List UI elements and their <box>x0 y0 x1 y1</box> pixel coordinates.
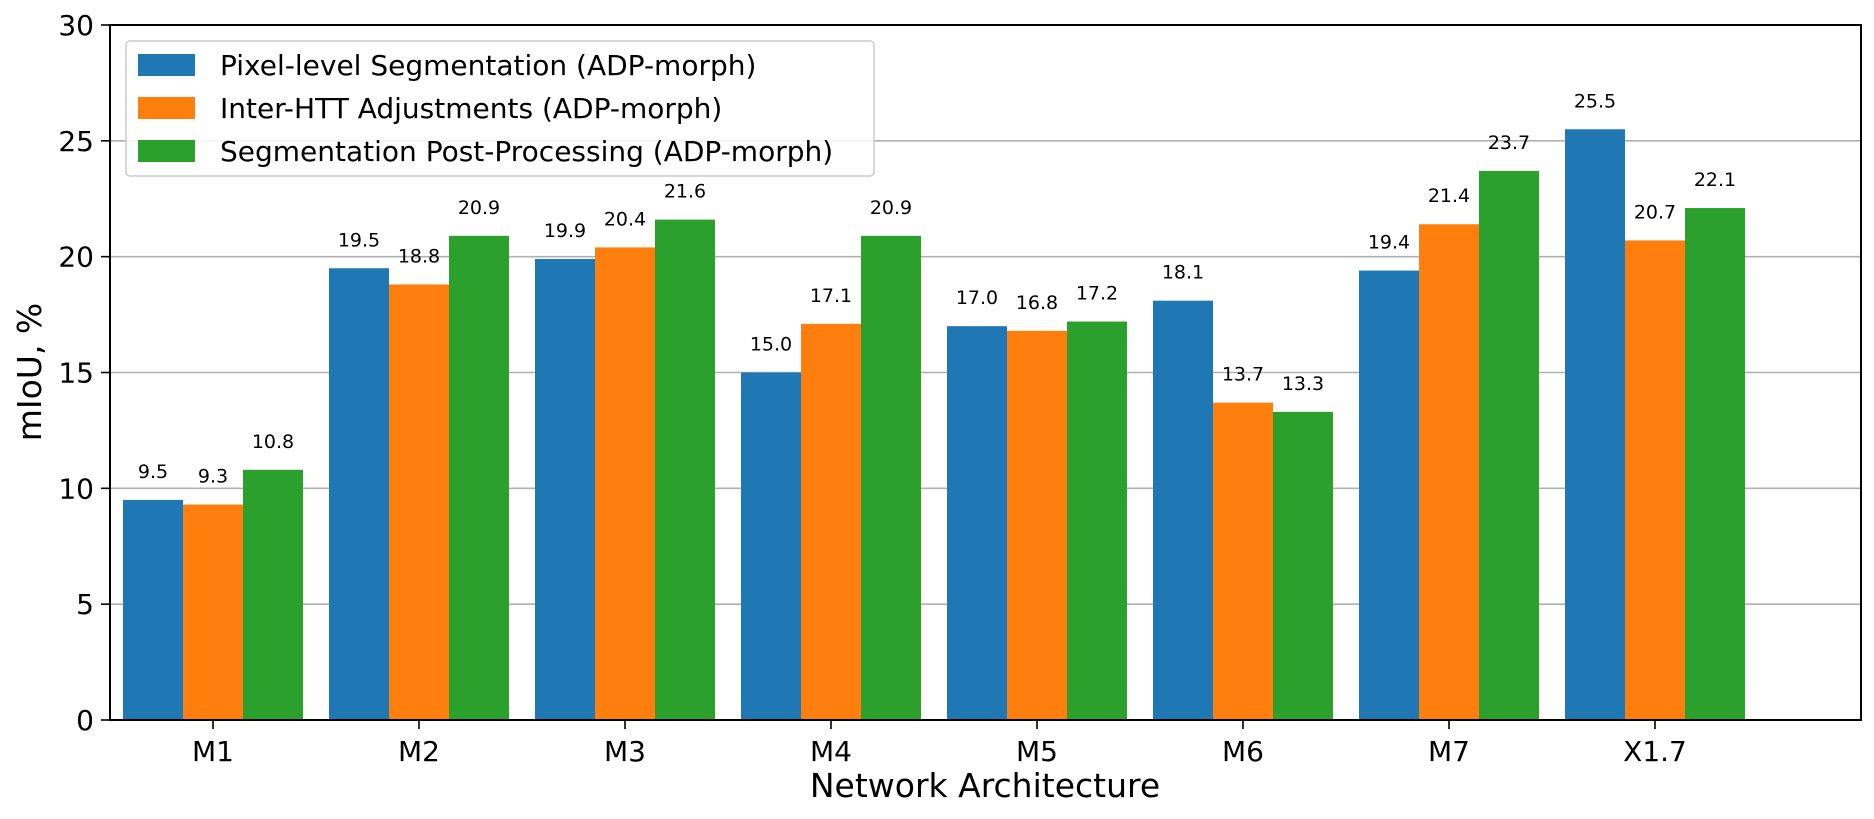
y-tick-label: 0 <box>76 704 94 737</box>
legend-box <box>125 40 875 177</box>
bar <box>801 323 861 720</box>
bar-value-label: 10.8 <box>252 431 294 453</box>
bar <box>535 258 595 720</box>
bar-value-label: 20.9 <box>458 197 500 219</box>
bar-value-label: 15.0 <box>750 334 792 356</box>
bar-value-label: 13.7 <box>1222 364 1264 386</box>
x-tick-label: M7 <box>1428 735 1470 768</box>
bar <box>329 268 389 720</box>
bar <box>1419 224 1479 720</box>
legend-label: Pixel-level Segmentation (ADP-morph) <box>220 49 756 82</box>
y-tick-label: 10 <box>58 472 94 505</box>
y-tick-label: 15 <box>58 357 94 390</box>
bar <box>861 235 921 721</box>
y-tick-label: 25 <box>58 125 94 158</box>
bar-value-label: 18.1 <box>1162 262 1204 284</box>
bar <box>1213 402 1273 720</box>
bar-value-label: 21.6 <box>664 181 706 203</box>
legend-swatch <box>138 97 195 119</box>
x-axis-title: Network Architecture <box>810 766 1160 805</box>
bar <box>1479 170 1539 720</box>
bar-value-label: 16.8 <box>1016 292 1058 314</box>
bar-value-label: 20.9 <box>870 197 912 219</box>
x-tick-label: M2 <box>398 735 440 768</box>
bar-value-label: 13.3 <box>1282 373 1324 395</box>
bar <box>1273 411 1333 720</box>
bar-value-label: 22.1 <box>1694 169 1736 191</box>
bar <box>183 504 243 720</box>
bar-value-label: 18.8 <box>398 245 440 267</box>
bar-value-label: 20.4 <box>604 208 646 230</box>
legend-swatch <box>138 140 195 162</box>
legend-label: Segmentation Post-Processing (ADP-morph) <box>220 135 833 168</box>
bar-value-label: 9.5 <box>138 461 168 483</box>
y-tick-label: 30 <box>58 9 94 42</box>
bar <box>1565 129 1625 720</box>
bar <box>1007 330 1067 720</box>
bar-value-labels: 9.5 9.3 10.8 19.5 18.8 20.9 19.9 20.4 21.6 15.0 17… <box>138 90 1736 487</box>
bar <box>947 326 1007 720</box>
bar-value-label: 19.5 <box>338 229 380 251</box>
bar <box>1685 208 1745 720</box>
bar <box>655 219 715 720</box>
bar <box>389 284 449 720</box>
bar-value-label: 9.3 <box>198 466 228 488</box>
y-axis: 0 5 10 15 20 25 30 <box>58 9 110 737</box>
x-tick-label: M1 <box>192 735 234 768</box>
bar-value-label: 23.7 <box>1488 132 1530 154</box>
y-tick-label: 5 <box>76 588 94 621</box>
bar <box>1153 300 1213 720</box>
bars <box>123 129 1745 721</box>
x-tick-label: X1.7 <box>1623 735 1687 768</box>
legend-label: Inter-HTT Adjustments (ADP-morph) <box>220 92 722 125</box>
x-axis: M1 M2 M3 M4 M5 M6 M7 X1.7 <box>192 720 1687 768</box>
x-tick-label: M3 <box>604 735 646 768</box>
x-tick-label: M5 <box>1016 735 1058 768</box>
x-tick-label: M4 <box>810 735 852 768</box>
bar <box>1625 240 1685 720</box>
bar-value-label: 25.5 <box>1574 90 1616 112</box>
bar-value-label: 17.1 <box>810 285 852 307</box>
bar-value-label: 21.4 <box>1428 185 1470 207</box>
bar-value-label: 17.2 <box>1076 283 1118 305</box>
bar-value-label: 20.7 <box>1634 201 1676 223</box>
bar <box>1359 270 1419 720</box>
y-axis-title: mIoU, % <box>10 303 49 442</box>
bar <box>243 469 303 720</box>
bar-value-label: 19.4 <box>1368 232 1410 254</box>
bar <box>741 372 801 720</box>
bar <box>123 499 183 720</box>
legend: Pixel-level Segmentation (ADP-morph) Inte… <box>125 40 875 177</box>
bar <box>1067 321 1127 720</box>
y-tick-label: 20 <box>58 241 94 274</box>
bar-value-label: 17.0 <box>956 287 998 309</box>
legend-swatch <box>138 54 195 76</box>
bar <box>595 247 655 720</box>
x-tick-label: M6 <box>1222 735 1264 768</box>
bar <box>449 235 509 721</box>
bar-value-label: 19.9 <box>544 220 586 242</box>
